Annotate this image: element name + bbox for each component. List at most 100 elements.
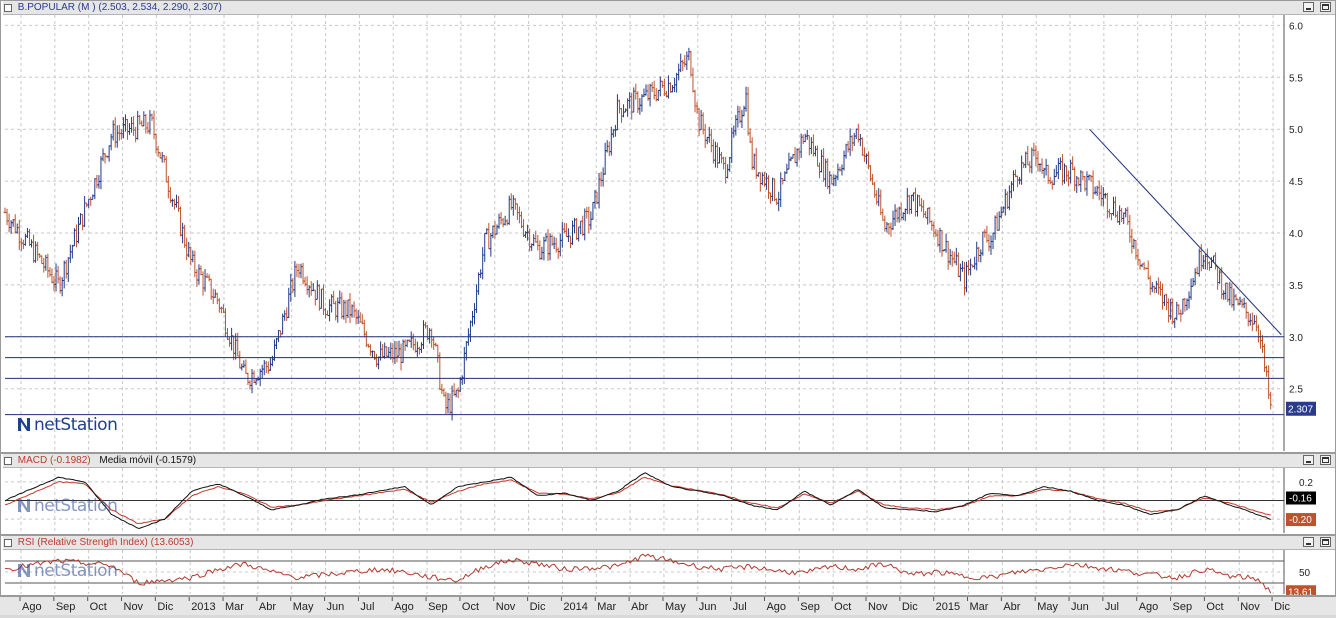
ohlc-bar (699, 109, 703, 131)
price-panel-titlebar[interactable]: B.POPULAR (M ) (2.503, 2.534, 2.290, 2.3… (3, 1, 1335, 15)
ohlc-bar (756, 172, 760, 177)
ohlc-bar (36, 241, 40, 261)
ohlc-bar (889, 222, 893, 237)
ohlc-bar (101, 148, 105, 162)
ohlc-bar (752, 153, 756, 170)
ohlc-bar (928, 207, 932, 224)
ohlc-bar (185, 237, 189, 261)
x-tick-label: Abr (631, 601, 648, 613)
x-tick-label: Mar (225, 601, 244, 613)
x-tick-label: 2014 (563, 601, 587, 613)
rsi-panel[interactable]: RSI (Relative Strength Index) (13.6053) … (0, 535, 1336, 596)
x-tick-label: Nov (1240, 601, 1260, 613)
netstation-logo: netStation (16, 415, 118, 435)
ohlc-bar (685, 51, 689, 71)
netstation-n-icon (18, 564, 30, 577)
maximize-icon[interactable] (1320, 2, 1331, 12)
macd-panel[interactable]: MACD (-0.1982) Media móvil (-0.1579) 0.2… (0, 453, 1336, 535)
x-tick-label: Abr (1003, 601, 1020, 613)
ohlc-bar (666, 75, 670, 99)
ohlc-bar (501, 217, 505, 228)
ohlc-bar (591, 201, 595, 220)
ohlc-bar (436, 344, 440, 363)
ohlc-bar (328, 299, 332, 322)
ohlc-bar (838, 166, 842, 172)
ohlc-bar (17, 219, 21, 251)
ohlc-bar (1105, 192, 1109, 219)
ohlc-bar (1256, 324, 1260, 343)
ohlc-bar (11, 219, 15, 227)
minimize-icon[interactable] (1303, 455, 1315, 465)
ohlc-bar (824, 158, 828, 187)
ohlc-bar (336, 297, 340, 323)
ohlc-bar (548, 233, 552, 261)
ohlc-bar (468, 320, 472, 342)
ohlc-bar (813, 145, 817, 157)
ohlc-bar (309, 281, 313, 296)
ohlc-bar (1020, 155, 1024, 185)
ohlc-bar (689, 50, 693, 77)
ohlc-bar (801, 134, 805, 145)
ohlc-bar (238, 350, 242, 369)
maximize-icon[interactable] (1320, 537, 1331, 547)
macd-badge-label: -0.20 (1289, 515, 1312, 526)
x-tick-label: Ago (394, 601, 414, 613)
ohlc-bar (744, 86, 748, 112)
ohlc-bar (446, 392, 450, 414)
ohlc-bar (1258, 330, 1262, 349)
ohlc-bar (1130, 228, 1134, 254)
price-chart[interactable]: 6.0 5.5 5.0 4.5 4.0 3.5 3.0 2.5 2.307 (1, 1, 1335, 452)
ohlc-bar (1030, 147, 1034, 174)
ohlc-bar (997, 211, 1001, 231)
ohlc-bar (885, 221, 889, 233)
ohlc-bar (701, 112, 705, 135)
minimize-icon[interactable] (1303, 2, 1315, 12)
ohlc-bar (958, 263, 962, 282)
maximize-icon[interactable] (1320, 455, 1331, 465)
ohlc-bar (881, 208, 885, 221)
ohlc-bar (858, 134, 862, 147)
ohlc-bar (499, 212, 503, 225)
ohlc-bar (599, 171, 603, 187)
netstation-logo-watermark: netStation (16, 561, 118, 581)
ohlc-bar (1242, 297, 1246, 309)
ohlc-bar (156, 145, 160, 157)
rsi-line (4, 553, 1272, 594)
x-tick-label: Nov (496, 601, 516, 613)
ohlc-bar (511, 195, 515, 216)
ohlc-bar (981, 231, 985, 256)
x-tick-label: Nov (868, 601, 888, 613)
minimize-icon[interactable] (1303, 537, 1315, 547)
ohlc-bar (677, 63, 681, 81)
ohlc-bar (585, 207, 589, 219)
macd-panel-titlebar[interactable]: MACD (-0.1982) Media móvil (-0.1579) (3, 454, 1335, 468)
ohlc-bar (1269, 391, 1273, 410)
ohlc-bar (1214, 252, 1218, 270)
ohlc-bar (642, 88, 646, 97)
ohlc-bar (1165, 293, 1169, 311)
x-tick-label: Ago (22, 601, 42, 613)
ohlc-bar (1187, 291, 1191, 309)
ohlc-bar (250, 368, 254, 394)
ohlc-bar (144, 113, 148, 134)
x-tick-label: Jul (360, 601, 374, 613)
ohlc-bar (148, 110, 152, 135)
x-tick-label: Oct (834, 601, 851, 613)
rsi-chart[interactable]: 50 13.61 (1, 536, 1335, 595)
ohlc-bar (709, 128, 713, 153)
rsi-panel-titlebar[interactable]: RSI (Relative Strength Index) (13.6053) (3, 536, 1335, 550)
ohlc-bar (23, 233, 27, 246)
ohlc-bar (977, 246, 981, 262)
ohlc-bar (434, 342, 438, 347)
ohlc-bar (1022, 162, 1026, 168)
ohlc-bar (536, 235, 540, 251)
ohlc-bar (154, 133, 158, 154)
ohlc-bar (346, 299, 350, 319)
ohlc-bar (1248, 313, 1252, 326)
macd-chart[interactable]: 0.20.00.2-0.16-0.20 (1, 454, 1335, 534)
ohlc-bar (703, 123, 707, 148)
price-panel[interactable]: B.POPULAR (M ) (2.503, 2.534, 2.290, 2.3… (0, 0, 1336, 453)
ohlc-bar (340, 292, 344, 319)
ohlc-bar (319, 288, 323, 309)
ohlc-bar (219, 306, 223, 314)
